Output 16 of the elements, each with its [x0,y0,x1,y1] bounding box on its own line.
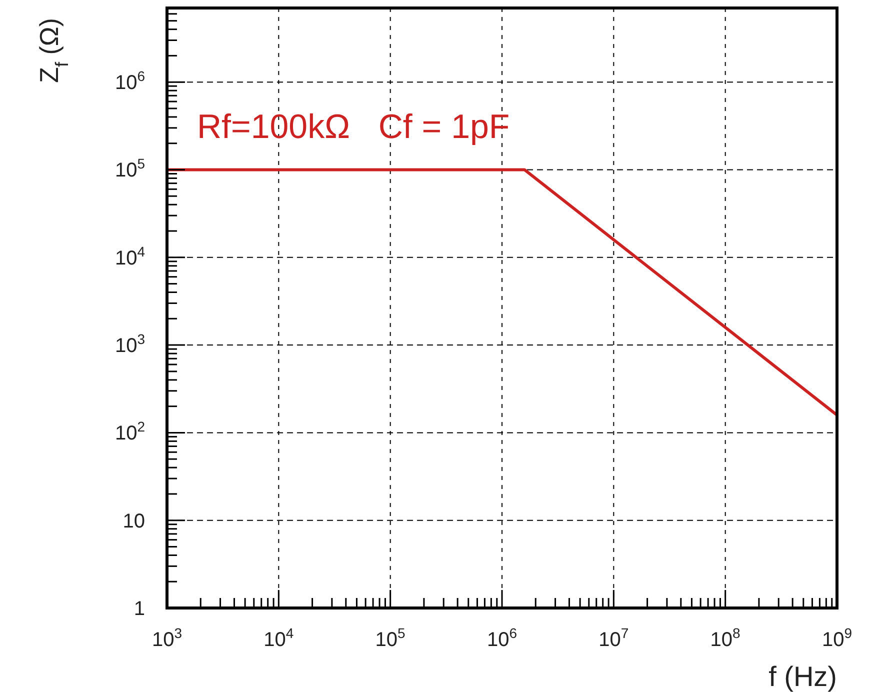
x-tick-label: 10$^{5}$ [375,625,406,651]
y-tick-label: 10$^{6}$ [114,68,146,94]
x-tick-label: 10$^{6}$ [486,625,518,651]
y-tick-label: 10$^{2}$ [114,418,146,445]
x-axis-title: f (Hz) [768,661,837,692]
x-tick-label: 10$^{8}$ [710,625,741,651]
y-tick-label: 10$^{5}$ [114,156,146,182]
x-tick-label: 10$^{9}$ [822,625,852,651]
y-tick-label: 1 [134,598,145,620]
y-tick-label: 10 [122,510,145,532]
annotation: Rf=100kΩ Cf = 1pF [197,108,510,146]
x-tick-label: 10$^{7}$ [598,625,629,651]
y-tick-label: 10$^{3}$ [114,331,146,358]
x-tick-label: 10$^{4}$ [264,625,294,651]
x-tick-label: 10$^{3}$ [152,625,182,651]
y-tick-label: 10$^{4}$ [114,243,146,270]
